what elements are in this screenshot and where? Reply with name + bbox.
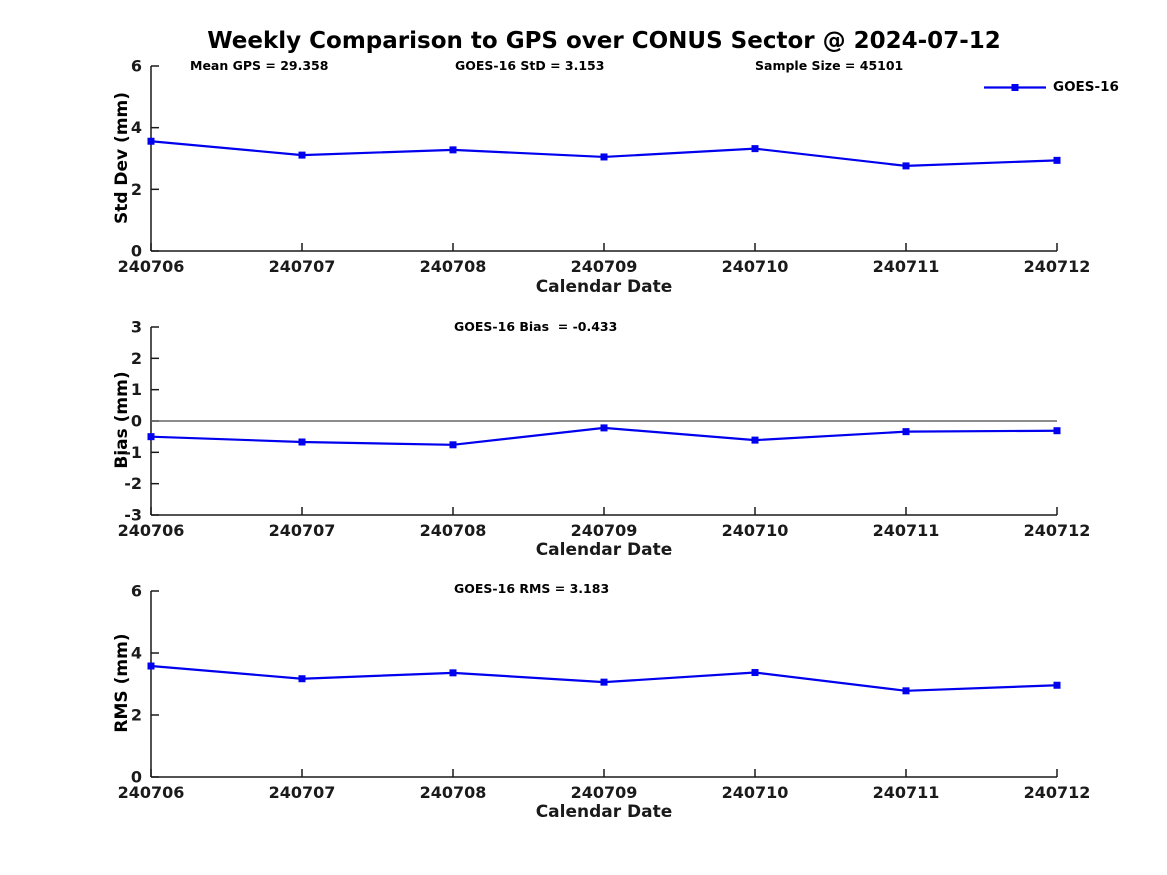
data-point: [751, 669, 759, 677]
annotation-goes16-rms: GOES-16 RMS = 3.183: [454, 581, 610, 596]
y-tick-label: 2: [131, 180, 142, 199]
x-tick-label: 240710: [722, 783, 789, 802]
x-tick-label: 240711: [873, 521, 940, 540]
y-tick-label: 2: [131, 706, 142, 725]
x-tick-label: 240706: [118, 783, 185, 802]
y-tick-label: 4: [131, 118, 142, 137]
y-tick-label: 6: [131, 582, 142, 601]
x-axis-label-stddev: Calendar Date: [535, 277, 673, 297]
data-point: [1053, 681, 1061, 689]
data-point: [147, 662, 155, 670]
legend-line-sample: [984, 83, 1046, 91]
y-tick-label: -2: [124, 474, 142, 493]
y-tick-label: 1: [131, 380, 142, 399]
x-tick-label: 240711: [873, 257, 940, 276]
y-tick-label: 3: [131, 318, 142, 337]
x-tick-label: 240711: [873, 783, 940, 802]
x-tick-label: 240707: [269, 521, 336, 540]
annotation-mean-gps: Mean GPS = 29.358: [190, 58, 329, 73]
legend-label: GOES-16: [1053, 79, 1119, 95]
data-point: [449, 146, 457, 154]
data-point: [298, 151, 306, 159]
data-point: [298, 438, 306, 446]
x-tick-label: 240706: [118, 257, 185, 276]
x-tick-label: 240710: [722, 521, 789, 540]
data-point: [298, 675, 306, 683]
data-point: [1053, 156, 1061, 164]
data-point: [449, 669, 457, 677]
x-tick-label: 240706: [118, 521, 185, 540]
legend: GOES-16: [984, 79, 1119, 95]
x-tick-label: 240708: [420, 783, 487, 802]
x-tick-label: 240707: [269, 783, 336, 802]
data-line: [150, 664, 1058, 692]
x-tick-label: 240712: [1024, 521, 1091, 540]
data-point: [751, 145, 759, 153]
annotation-goes16-bias: GOES-16 Bias = -0.433: [454, 319, 618, 334]
y-tick-label: 0: [131, 242, 142, 261]
x-tick-label: 240709: [571, 783, 638, 802]
data-point: [902, 687, 910, 695]
data-point: [1053, 427, 1061, 435]
y-tick-label: -1: [124, 443, 142, 462]
y-tick-label: 4: [131, 644, 142, 663]
x-tick-label: 240707: [269, 257, 336, 276]
x-tick-label: 240709: [571, 257, 638, 276]
x-tick-label: 240708: [420, 521, 487, 540]
x-tick-label: 240712: [1024, 257, 1091, 276]
data-point: [147, 137, 155, 145]
data-point: [751, 436, 759, 444]
y-tick-label: 0: [131, 768, 142, 787]
x-tick-label: 240710: [722, 257, 789, 276]
x-tick-label: 240708: [420, 257, 487, 276]
data-point: [449, 441, 457, 449]
annotation-goes16-std: GOES-16 StD = 3.153: [455, 58, 605, 73]
x-axis-label-bias: Calendar Date: [535, 540, 673, 560]
y-tick-label: 6: [131, 57, 142, 76]
data-point: [902, 162, 910, 170]
annotation-sample-size: Sample Size = 45101: [755, 58, 904, 73]
legend-marker-icon: [1011, 83, 1019, 91]
data-point: [600, 153, 608, 161]
data-point: [600, 678, 608, 686]
x-axis-label-rms: Calendar Date: [535, 802, 673, 822]
y-tick-label: 2: [131, 349, 142, 368]
x-tick-label: 240712: [1024, 783, 1091, 802]
data-point: [600, 424, 608, 432]
figure-title: Weekly Comparison to GPS over CONUS Sect…: [207, 28, 1001, 54]
data-point: [147, 433, 155, 441]
y-tick-label: -3: [124, 506, 142, 525]
data-point: [902, 428, 910, 436]
y-tick-label: 0: [131, 412, 142, 431]
x-tick-label: 240709: [571, 521, 638, 540]
